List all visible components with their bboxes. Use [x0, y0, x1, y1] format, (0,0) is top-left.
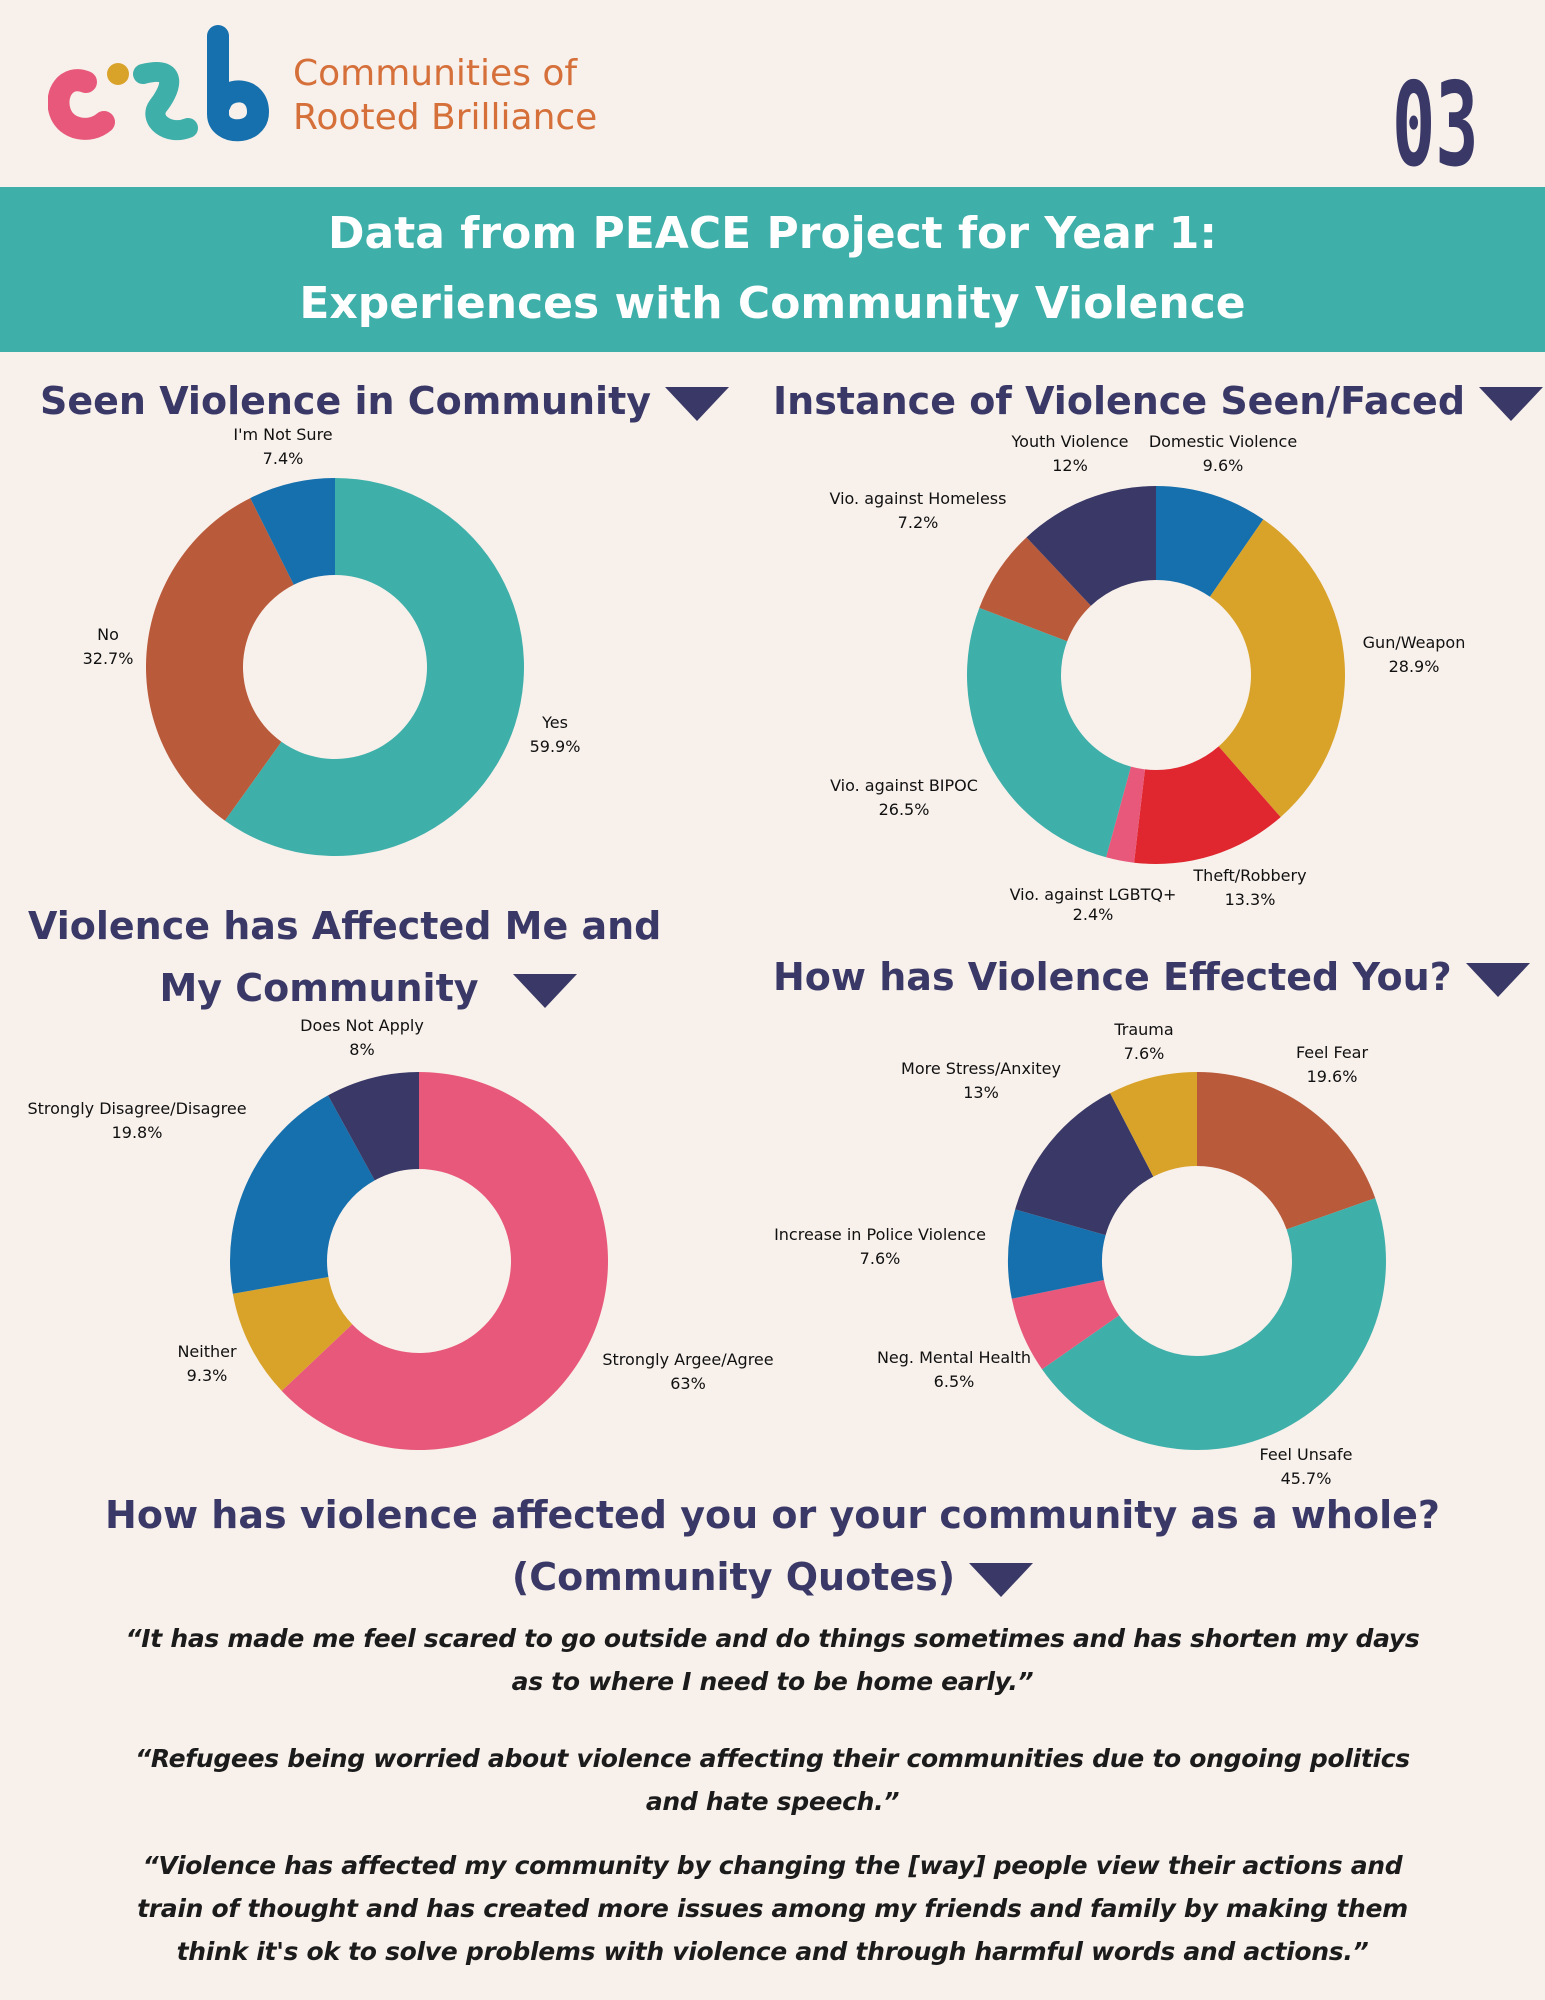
triangle-down-icon — [969, 1562, 1034, 1597]
slice-value-label: 7.6% — [860, 1249, 901, 1268]
title-banner: Data from PEACE Project for Year 1: Expe… — [0, 187, 1545, 352]
chart3-title-line2: My Community — [159, 966, 479, 1010]
triangle-down-icon — [1479, 386, 1544, 421]
slice-value-label: 13.3% — [1225, 890, 1276, 909]
quotes-heading: How has violence affected you or your co… — [0, 1484, 1545, 1608]
slice-gun-weapon — [1209, 519, 1345, 818]
quotes-heading-line1: How has violence affected you or your co… — [105, 1493, 1440, 1537]
chart2-title: Instance of Violence Seen/Faced — [773, 370, 1544, 432]
slice-value-label: 59.9% — [530, 737, 581, 756]
slice-label: Increase in Police Violence — [774, 1225, 986, 1244]
slice-theft-robbery — [1134, 746, 1281, 864]
org-name: Communities of Rooted Brilliance — [293, 52, 597, 140]
slice-value-label: 13% — [963, 1083, 999, 1102]
slice-feel-unsafe — [1042, 1198, 1387, 1451]
donut-chart-4: Feel Fear 19.6% Feel Unsafe 45.7% Neg. Menta… — [774, 1020, 1387, 1488]
slice-value-label: 7.6% — [1124, 1044, 1165, 1063]
slice-value-label: 12% — [1052, 456, 1088, 475]
slice-neither — [232, 1276, 353, 1391]
slice-youth-violence — [1026, 486, 1156, 606]
slice-value-label: 9.3% — [187, 1366, 228, 1385]
donut-chart-2: Domestic Violence 9.6% Gun/Weapon 28.9% Thef… — [830, 432, 1466, 924]
slice-label: Vio. against LGBTQ+ — [1010, 885, 1177, 904]
quote-2: “Refugees being worried about violence a… — [135, 1744, 1410, 1816]
slice-label: Strongly Disagree/Disagree — [27, 1099, 246, 1118]
slice-value-label: 19.8% — [112, 1123, 163, 1142]
slice-i-m-not-sure — [250, 478, 335, 585]
slice-label: Trauma — [1113, 1020, 1173, 1039]
slice-value-label: 2.4% — [1073, 905, 1114, 924]
slice-label: Youth Violence — [1011, 432, 1129, 451]
slice-label: Does Not Apply — [300, 1016, 424, 1035]
slice-label: No — [97, 625, 119, 644]
slice-label: Feel Fear — [1296, 1043, 1369, 1062]
slice-value-label: 28.9% — [1389, 657, 1440, 676]
org-name-line2: Rooted Brilliance — [293, 97, 598, 138]
slice-label: Feel Unsafe — [1259, 1445, 1352, 1464]
slice-value-label: 7.4% — [263, 449, 304, 468]
slice-value-label: 26.5% — [879, 800, 930, 819]
slice-value-label: 32.7% — [83, 649, 134, 668]
slice-no — [146, 498, 294, 821]
slice-value-label: 6.5% — [934, 1372, 975, 1391]
slice-strongly-disagree-disagree — [229, 1095, 375, 1294]
slice-domestic-violence — [1156, 486, 1264, 597]
slice-vio-against-bipoc — [966, 607, 1131, 858]
slice-vio-against-lgbtq- — [1106, 766, 1145, 863]
chart1-title-text: Seen Violence in Community — [40, 379, 652, 423]
slice-value-label: 45.7% — [1281, 1469, 1332, 1488]
slice-label: Strongly Argee/Agree — [602, 1350, 773, 1369]
triangle-down-icon — [1465, 962, 1530, 997]
slice-label: I'm Not Sure — [233, 425, 332, 444]
quotes-heading-line2: (Community Quotes) — [511, 1555, 956, 1599]
banner-line1: Data from PEACE Project for Year 1: — [327, 208, 1218, 259]
slice-strongly-argee-agree — [281, 1072, 608, 1450]
slice-label: Vio. against Homeless — [830, 489, 1007, 508]
slice-value-label: 8% — [349, 1040, 374, 1059]
slice-label: Domestic Violence — [1149, 432, 1297, 451]
chart3-title-line1: Violence has Affected Me and — [28, 904, 662, 948]
chart2-title-text: Instance of Violence Seen/Faced — [773, 379, 1466, 423]
slice-value-label: 7.2% — [898, 513, 939, 532]
slice-yes — [224, 478, 525, 856]
quote-3: “Violence has affected my community by c… — [137, 1851, 1408, 1966]
slice-more-stress-anxitey — [1015, 1093, 1154, 1236]
chart1-title: Seen Violence in Community — [40, 370, 730, 432]
slice-label: Gun/Weapon — [1363, 633, 1466, 652]
slice-label: Theft/Robbery — [1192, 866, 1306, 885]
slice-increase-in-police-violence — [1008, 1209, 1106, 1299]
chart4-title-text: How has Violence Effected You? — [773, 955, 1452, 999]
org-name-line1: Communities of — [293, 53, 578, 94]
slice-does-not-apply — [328, 1072, 419, 1181]
page-number: 03 — [1392, 58, 1479, 193]
slice-value-label: 9.6% — [1203, 456, 1244, 475]
slice-value-label: 63% — [670, 1374, 706, 1393]
slice-label: Yes — [541, 713, 568, 732]
slice-label: Vio. against BIPOC — [830, 776, 978, 795]
slice-label: Neg. Mental Health — [877, 1348, 1031, 1367]
slice-vio-against-homeless — [979, 537, 1091, 642]
slice-neg-mental-health — [1011, 1279, 1120, 1370]
triangle-down-icon — [665, 386, 730, 421]
slice-trauma — [1110, 1072, 1197, 1177]
slice-label: More Stress/Anxitey — [901, 1059, 1061, 1078]
chart3-title: Violence has Affected Me and My Communit… — [28, 895, 662, 1019]
crb-logo — [48, 25, 270, 142]
triangle-down-icon — [512, 973, 577, 1008]
chart4-title: How has Violence Effected You? — [773, 946, 1530, 1008]
donut-chart-3: Strongly Argee/Agree 63% Neither 9.3% Strong… — [27, 1016, 774, 1450]
quote-1: “It has made me feel scared to go outsid… — [125, 1624, 1420, 1696]
banner-line2: Experiences with Community Violence — [299, 278, 1246, 329]
donut-chart-1: Yes 59.9% No 32.7% I'm Not Sure 7.4% — [83, 425, 581, 856]
slice-value-label: 19.6% — [1307, 1067, 1358, 1086]
slice-label: Neither — [177, 1342, 237, 1361]
slice-feel-fear — [1197, 1072, 1376, 1230]
